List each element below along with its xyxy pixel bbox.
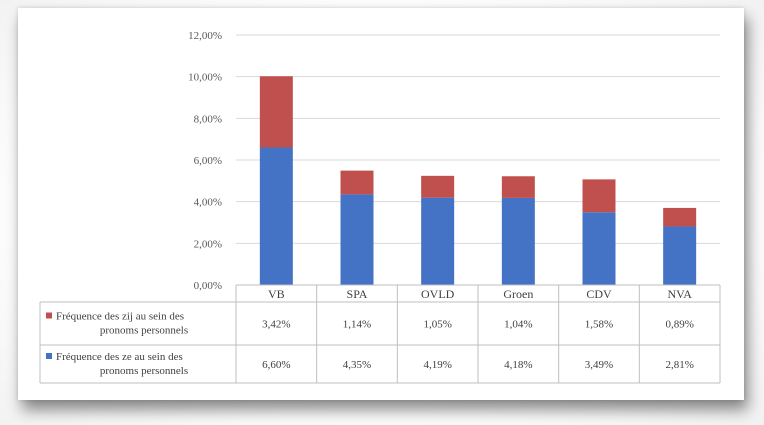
bar-segment-zij: [663, 207, 697, 227]
legend-label-zij: Fréquence des zij au sein des: [56, 311, 184, 323]
category-label: VB: [268, 287, 285, 301]
category-label: SPA: [347, 287, 368, 301]
data-table-value: 4,19%: [423, 359, 451, 371]
y-tick-label: 12,00%: [188, 30, 222, 42]
data-table-value: 1,14%: [343, 319, 371, 331]
category-label: Groen: [503, 287, 533, 301]
data-table-value: 2,81%: [665, 359, 693, 371]
legend-label-ze: pronoms personnels: [100, 365, 188, 377]
bar-segment-zij: [340, 170, 374, 195]
bar-segment-ze: [340, 194, 374, 285]
bar-segment-ze: [501, 197, 535, 285]
data-table-value: 3,42%: [262, 319, 290, 331]
data-table-value: 3,49%: [585, 359, 613, 371]
bar-segment-zij: [501, 176, 535, 198]
y-tick-label: 4,00%: [194, 197, 222, 209]
bar-segment-ze: [663, 226, 697, 285]
data-table-value: 0,89%: [665, 319, 693, 331]
bar-segment-ze: [421, 197, 455, 285]
y-tick-label: 2,00%: [194, 238, 222, 250]
bar-segment-zij: [421, 175, 455, 198]
category-label: OVLD: [421, 287, 455, 301]
data-table-value: 4,18%: [504, 359, 532, 371]
legend-key-zij: [46, 312, 52, 319]
y-tick-label: 0,00%: [194, 280, 222, 292]
data-table-value: 6,60%: [262, 359, 290, 371]
y-tick-label: 8,00%: [194, 113, 222, 125]
bar-segment-ze: [582, 212, 616, 285]
legend-label-ze: Fréquence des ze au sein des: [56, 351, 183, 363]
bar-segment-ze: [259, 147, 293, 285]
chart-frame: [18, 8, 744, 400]
category-label: NVA: [667, 287, 692, 301]
category-label: CDV: [586, 287, 612, 301]
data-table-value: 1,05%: [423, 319, 451, 331]
y-tick-label: 10,00%: [188, 72, 222, 84]
legend-key-ze: [46, 353, 52, 359]
y-tick-label: 6,00%: [194, 155, 222, 167]
bar-segment-zij: [582, 179, 616, 213]
bar-segment-zij: [259, 76, 293, 148]
data-table-value: 4,35%: [343, 359, 371, 371]
data-table-value: 1,58%: [585, 319, 613, 331]
legend-label-zij: pronoms personnels: [100, 325, 188, 337]
data-table-value: 1,04%: [504, 319, 532, 331]
